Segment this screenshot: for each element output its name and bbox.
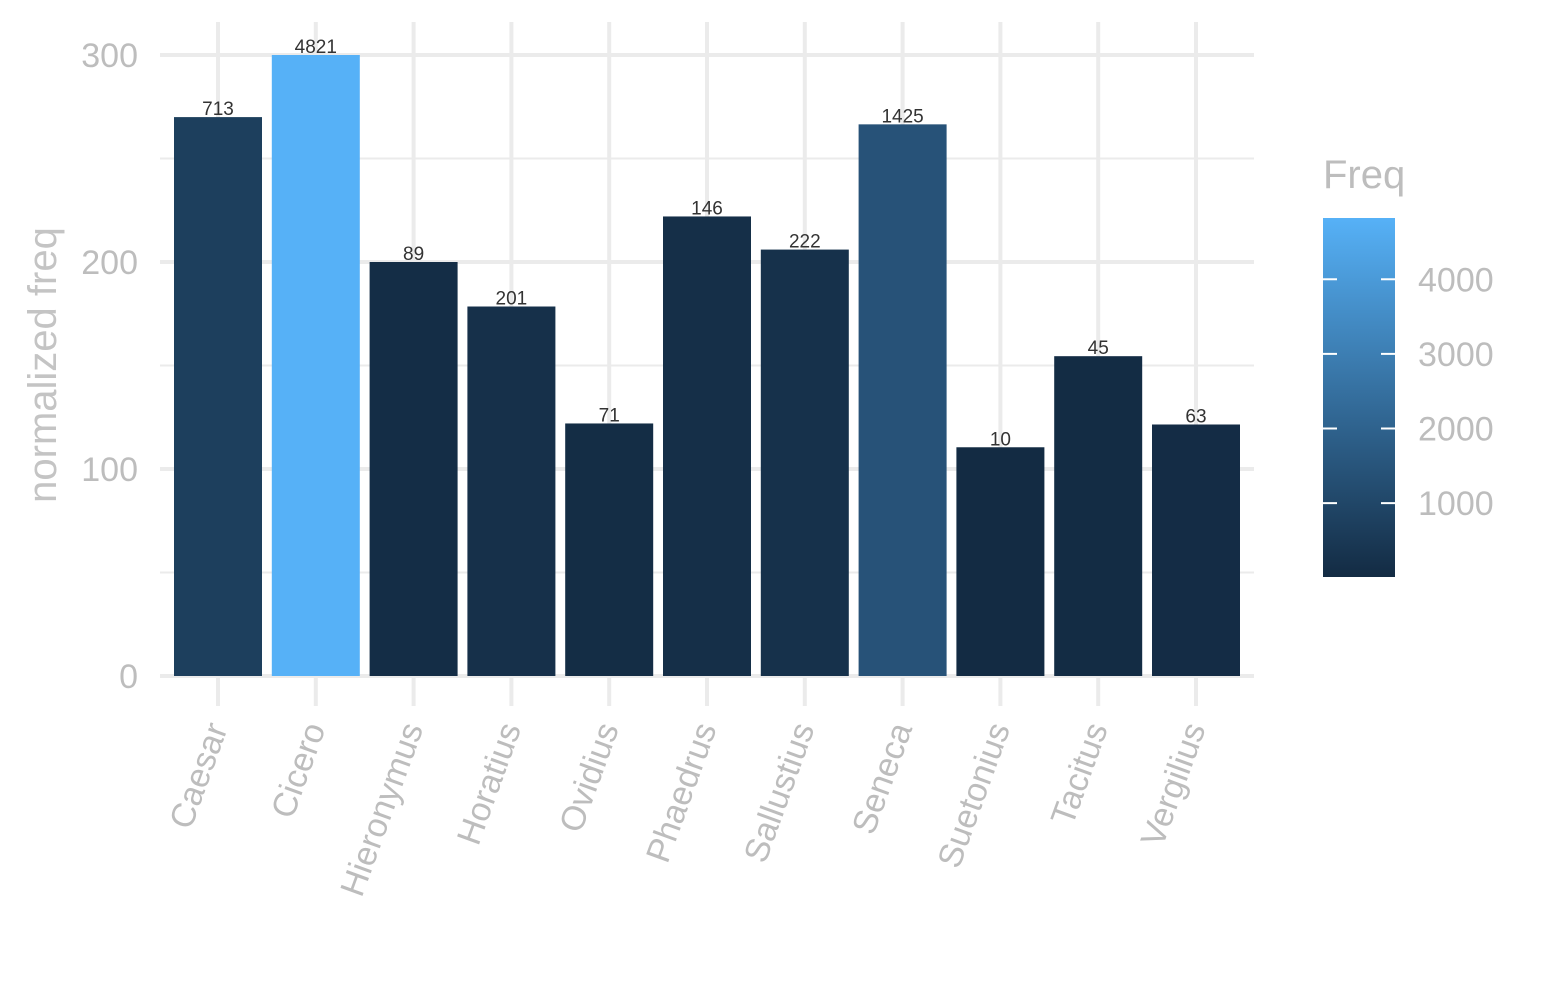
legend-tick-label: 4000 xyxy=(1418,261,1494,299)
bar-hieronymus xyxy=(369,262,458,676)
bar-sallustius xyxy=(760,249,849,676)
bar-value-label: 146 xyxy=(691,198,723,219)
bar-value-label: 45 xyxy=(1088,338,1109,359)
x-tick-label: Sallustius xyxy=(737,718,822,868)
bar-value-label: 71 xyxy=(599,405,620,426)
bar-value-labels: 713 4821 89 201 71 146 222 1425 10 45 63 xyxy=(202,37,1206,450)
legend-title: Freq xyxy=(1323,153,1405,197)
y-tick-label: 0 xyxy=(119,658,138,696)
legend-color-bar xyxy=(1323,218,1395,577)
bar-seneca xyxy=(858,124,947,677)
x-tick-label: Vergilius xyxy=(1134,718,1214,852)
bar-phaedrus xyxy=(663,216,751,676)
x-tick-label: Suetonius xyxy=(930,718,1017,873)
x-tick-label: Phaedrus xyxy=(639,718,724,868)
bar-tacitus xyxy=(1054,356,1143,676)
bar-suetonius xyxy=(956,447,1045,676)
bar-value-label: 63 xyxy=(1185,406,1206,427)
bar-vergilius xyxy=(1152,424,1240,676)
bar-caesar xyxy=(174,117,262,677)
legend-ticks: 1000 2000 3000 4000 xyxy=(1323,261,1494,523)
bar-value-label: 89 xyxy=(403,244,424,265)
legend-tick-label: 2000 xyxy=(1418,411,1494,449)
x-tick-label: Tacitus xyxy=(1044,718,1116,830)
x-tick-label: Hieronymus xyxy=(333,718,431,901)
bar-value-label: 4821 xyxy=(295,37,337,58)
y-tick-label: 200 xyxy=(81,244,138,282)
x-tick-label: Seneca xyxy=(845,718,920,839)
x-axis-ticks: Caesar Cicero Hieronymus Horatius Ovidius Pha… xyxy=(162,718,1213,902)
bar-value-label: 1425 xyxy=(881,106,923,127)
color-legend: Freq 1000 2000 3000 4000 xyxy=(1323,153,1494,577)
x-tick-label: Horatius xyxy=(450,718,529,850)
y-axis-ticks: 0 100 200 300 xyxy=(81,37,138,696)
legend-tick-label: 1000 xyxy=(1418,485,1494,523)
bar-ovidius xyxy=(565,423,654,676)
bar-value-label: 10 xyxy=(990,429,1011,450)
bar-value-label: 201 xyxy=(496,289,528,310)
bar-cicero xyxy=(271,55,360,676)
bar-horatius xyxy=(467,306,556,676)
legend-tick-label: 3000 xyxy=(1418,336,1494,374)
x-tick-label: Caesar xyxy=(162,718,235,834)
x-tick-label: Cicero xyxy=(264,718,333,823)
bar-value-label: 713 xyxy=(202,99,234,120)
bars xyxy=(174,55,1240,677)
bar-value-label: 222 xyxy=(789,232,821,253)
y-tick-label: 100 xyxy=(81,451,138,489)
x-tick-label: Ovidius xyxy=(552,718,626,838)
y-tick-label: 300 xyxy=(81,37,138,75)
y-axis-label: normalized freq xyxy=(21,227,65,503)
